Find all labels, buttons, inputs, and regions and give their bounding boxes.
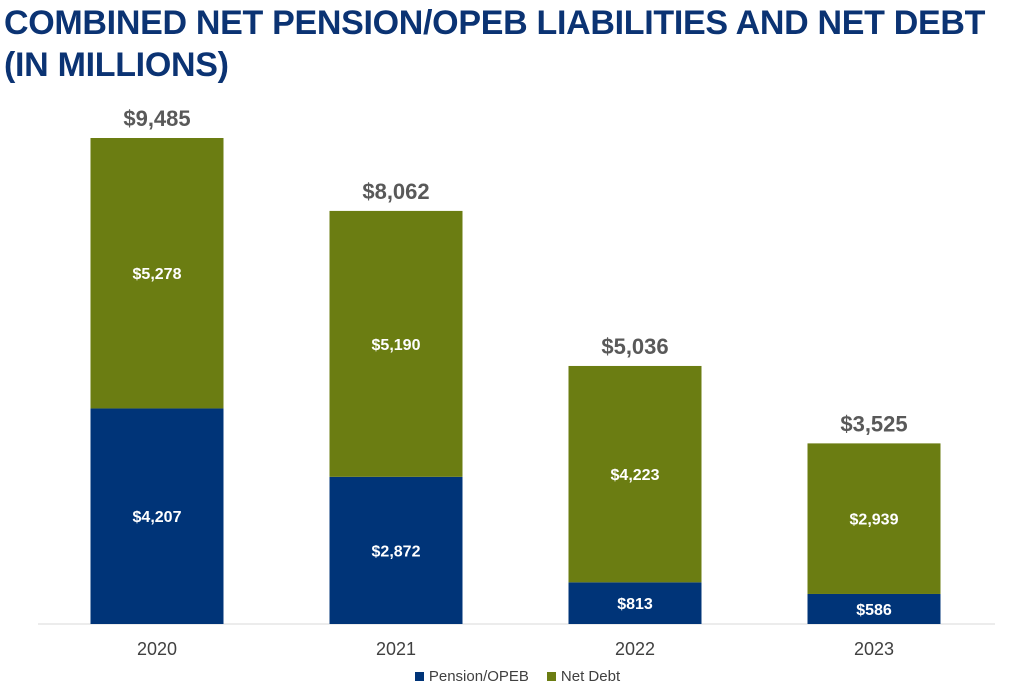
data-label-pension-opeb-2021: $2,872: [372, 543, 421, 560]
bar-pension-opeb-2021: [329, 476, 463, 624]
bar-net-debt-2022: [568, 365, 702, 583]
data-label-net-debt-2021: $5,190: [372, 337, 421, 354]
bar-net-debt-2023: [807, 443, 941, 594]
legend-swatch-net-debt: [546, 672, 556, 681]
total-label-2020: $9,485: [123, 106, 190, 131]
bar-pension-opeb-2022: [568, 582, 702, 624]
legend-label-net-debt: Net Debt: [560, 668, 621, 685]
bars-group: $4,207 $5,278 $9,485 2020 $2,872 $5,190 $8,062…: [90, 106, 941, 659]
legend-item-net-debt: Net Debt: [546, 668, 621, 685]
x-tick-label-2022: 2022: [615, 639, 655, 659]
legend: Pension/OPEB Net Debt: [0, 668, 1035, 685]
data-label-pension-opeb-2022: $813: [617, 596, 653, 613]
data-label-net-debt-2023: $2,939: [850, 512, 899, 529]
bar-net-debt-2021: [329, 210, 463, 477]
legend-item-pension-opeb: Pension/OPEB: [414, 668, 529, 685]
x-tick-label-2021: 2021: [376, 639, 416, 659]
chart-title: COMBINED NET PENSION/OPEB LIABILITIES AN…: [4, 2, 1034, 86]
legend-swatch-pension-opeb: [414, 672, 424, 681]
x-tick-label-2023: 2023: [854, 639, 894, 659]
data-label-net-debt-2022: $4,223: [611, 467, 660, 484]
bar-net-debt-2020: [90, 138, 224, 409]
total-label-2023: $3,525: [840, 411, 907, 436]
legend-label-pension-opeb: Pension/OPEB: [428, 668, 529, 685]
chart-title-line-2: (IN MILLIONS): [4, 46, 229, 84]
bar-pension-opeb-2023: [807, 593, 941, 624]
total-label-2022: $5,036: [601, 334, 668, 359]
data-label-net-debt-2020: $5,278: [133, 266, 182, 283]
x-tick-label-2020: 2020: [137, 639, 177, 659]
total-label-2021: $8,062: [362, 179, 429, 204]
data-label-pension-opeb-2023: $586: [856, 602, 892, 619]
data-label-pension-opeb-2020: $4,207: [133, 509, 182, 526]
chart-title-line-1: COMBINED NET PENSION/OPEB LIABILITIES AN…: [4, 4, 986, 42]
bar-pension-opeb-2020: [90, 408, 224, 624]
